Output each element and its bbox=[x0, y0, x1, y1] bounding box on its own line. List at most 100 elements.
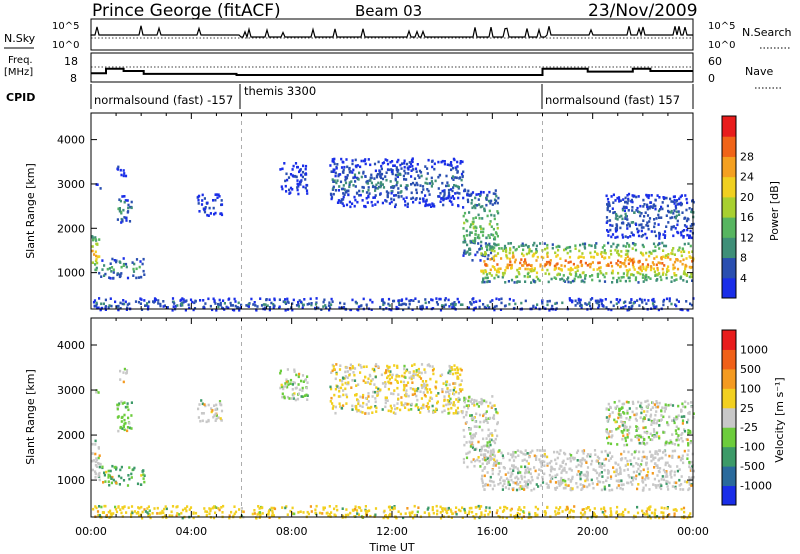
echo-cell bbox=[675, 481, 678, 485]
echo-cell bbox=[355, 393, 358, 396]
echo-cell bbox=[639, 251, 643, 255]
echo-cell bbox=[108, 276, 111, 279]
echo-cell bbox=[586, 516, 589, 520]
echo-cell bbox=[611, 233, 615, 236]
echo-cell bbox=[214, 211, 217, 215]
echo-cell bbox=[589, 453, 592, 456]
echo-cell bbox=[489, 401, 492, 405]
echo-cell bbox=[470, 460, 473, 464]
echo-cell bbox=[487, 243, 490, 247]
echo-cell bbox=[660, 216, 663, 219]
echo-cell bbox=[491, 404, 494, 408]
echo-cell bbox=[104, 308, 107, 311]
echo-cell bbox=[641, 436, 644, 439]
echo-cell bbox=[533, 241, 536, 245]
echo-cell bbox=[351, 408, 354, 411]
nsearch-tick-low: 10^0 bbox=[708, 40, 735, 51]
echo-cell bbox=[339, 364, 342, 367]
echo-cell bbox=[644, 513, 647, 516]
echo-cell bbox=[679, 195, 682, 199]
echo-cell bbox=[100, 505, 103, 509]
echo-cell bbox=[635, 223, 638, 226]
echo-cell bbox=[482, 271, 485, 275]
echo-cell bbox=[480, 252, 483, 255]
echo-cell bbox=[159, 511, 162, 515]
echo-cell bbox=[564, 259, 567, 262]
echo-cell bbox=[147, 505, 150, 508]
echo-cell bbox=[95, 301, 98, 305]
echo-cell bbox=[93, 253, 96, 256]
echo-cell bbox=[410, 299, 413, 302]
echo-cell bbox=[337, 189, 340, 192]
echo-cell bbox=[633, 194, 636, 198]
echo-cell bbox=[682, 488, 685, 491]
echo-cell bbox=[492, 439, 495, 443]
echo-cell bbox=[680, 475, 683, 478]
echo-cell bbox=[219, 417, 222, 420]
echo-cell bbox=[112, 512, 115, 515]
echo-cell bbox=[582, 473, 585, 477]
echo-cell bbox=[512, 246, 515, 249]
echo-cell bbox=[598, 465, 601, 468]
echo-cell bbox=[415, 394, 418, 398]
echo-cell bbox=[140, 275, 143, 279]
echo-cell bbox=[659, 208, 662, 211]
echo-cell bbox=[667, 464, 671, 467]
echo-cell bbox=[159, 304, 162, 308]
echo-cell bbox=[485, 416, 488, 420]
echo-cell bbox=[405, 369, 408, 373]
echo-cell bbox=[270, 301, 273, 305]
echo-cell bbox=[526, 480, 529, 484]
echo-cell bbox=[615, 227, 619, 230]
range-tick-label: 1000 bbox=[57, 474, 85, 487]
echo-cell bbox=[310, 303, 313, 307]
echo-cell bbox=[309, 505, 312, 508]
echo-cell bbox=[431, 365, 434, 368]
echo-cell bbox=[292, 397, 295, 400]
echo-cell bbox=[483, 488, 486, 491]
echo-cell bbox=[465, 441, 468, 444]
echo-cell bbox=[297, 182, 300, 186]
echo-cell bbox=[489, 456, 492, 460]
echo-cell bbox=[119, 301, 122, 305]
echo-cell bbox=[550, 469, 553, 473]
echo-cell bbox=[449, 370, 452, 373]
echo-cell bbox=[420, 363, 424, 366]
echo-cell bbox=[520, 477, 524, 481]
echo-cell bbox=[583, 485, 586, 488]
colorbar-frame bbox=[721, 115, 737, 299]
echo-cell bbox=[683, 242, 686, 246]
echo-cell bbox=[674, 227, 677, 230]
echo-cell bbox=[345, 189, 349, 193]
echo-cell bbox=[559, 449, 562, 452]
echo-cell bbox=[162, 511, 165, 514]
echo-cell bbox=[270, 514, 274, 517]
echo-cell bbox=[175, 505, 178, 509]
echo-cell bbox=[523, 488, 526, 491]
echo-cell bbox=[386, 399, 389, 402]
echo-cell bbox=[675, 210, 678, 214]
echo-cell bbox=[492, 416, 495, 420]
echo-cell bbox=[441, 189, 444, 193]
echo-cell bbox=[691, 467, 694, 470]
echo-cell bbox=[123, 367, 126, 371]
echo-cell bbox=[475, 505, 478, 509]
echo-cell bbox=[181, 304, 184, 307]
echo-cell bbox=[404, 512, 407, 515]
echo-cell bbox=[344, 370, 347, 374]
echo-cell bbox=[110, 270, 113, 273]
echo-cell bbox=[415, 197, 418, 200]
echo-cell bbox=[422, 197, 425, 200]
echo-cell bbox=[686, 201, 689, 205]
echo-cell bbox=[100, 302, 103, 306]
echo-cell bbox=[484, 276, 487, 280]
echo-cell bbox=[660, 487, 663, 491]
echo-cell bbox=[375, 410, 378, 413]
echo-cell bbox=[465, 421, 468, 424]
echo-cell bbox=[451, 203, 454, 206]
echo-cell bbox=[661, 273, 665, 276]
echo-cell bbox=[573, 279, 576, 283]
echo-cell bbox=[330, 170, 333, 173]
echo-cell bbox=[380, 172, 384, 176]
echo-cell bbox=[428, 182, 432, 185]
